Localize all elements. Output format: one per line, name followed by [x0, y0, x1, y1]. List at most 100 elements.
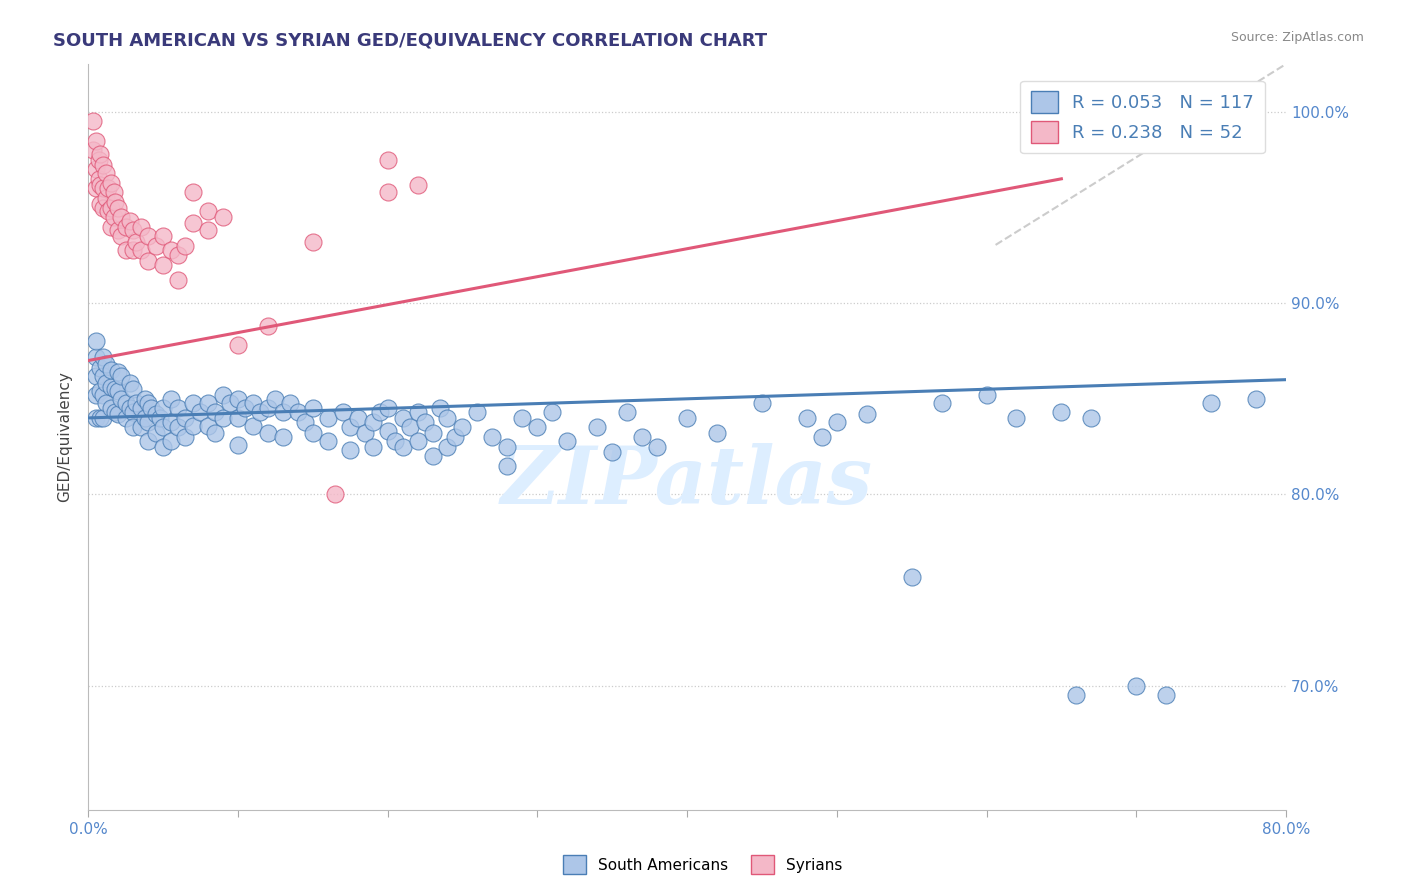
Point	[89, 384, 111, 399]
Point	[429, 401, 451, 416]
Point	[167, 401, 190, 416]
Point	[1125, 679, 1147, 693]
Point	[134, 392, 156, 406]
Point	[256, 426, 278, 441]
Point	[368, 405, 391, 419]
Point	[114, 395, 136, 409]
Point	[294, 415, 316, 429]
Point	[84, 411, 107, 425]
Point	[84, 388, 107, 402]
Point	[181, 395, 204, 409]
Point	[82, 114, 104, 128]
Text: ZIPatlas: ZIPatlas	[501, 443, 873, 521]
Point	[256, 319, 278, 334]
Point	[103, 185, 125, 199]
Point	[391, 440, 413, 454]
Point	[100, 401, 122, 416]
Point	[136, 254, 159, 268]
Point	[104, 405, 127, 419]
Point	[107, 223, 129, 237]
Point	[103, 210, 125, 224]
Point	[181, 185, 204, 199]
Point	[100, 219, 122, 234]
Point	[467, 405, 489, 419]
Point	[87, 153, 110, 167]
Point	[616, 405, 638, 419]
Point	[451, 420, 474, 434]
Point	[122, 405, 145, 419]
Point	[100, 363, 122, 377]
Point	[89, 361, 111, 376]
Point	[159, 392, 181, 406]
Point	[235, 401, 257, 416]
Point	[271, 405, 294, 419]
Point	[323, 487, 346, 501]
Point	[197, 223, 219, 237]
Point	[89, 178, 111, 192]
Point	[94, 395, 117, 409]
Point	[100, 380, 122, 394]
Point	[541, 405, 564, 419]
Point	[91, 181, 114, 195]
Point	[204, 405, 226, 419]
Point	[496, 440, 519, 454]
Point	[97, 204, 120, 219]
Point	[145, 426, 167, 441]
Point	[212, 411, 235, 425]
Point	[107, 384, 129, 399]
Point	[361, 440, 384, 454]
Point	[197, 395, 219, 409]
Point	[129, 420, 152, 434]
Point	[84, 134, 107, 148]
Point	[167, 248, 190, 262]
Point	[226, 338, 249, 352]
Point	[152, 420, 174, 434]
Point	[226, 392, 249, 406]
Point	[84, 334, 107, 349]
Point	[136, 229, 159, 244]
Point	[555, 434, 578, 448]
Point	[100, 201, 122, 215]
Point	[1199, 395, 1222, 409]
Point	[110, 210, 132, 224]
Point	[122, 382, 145, 396]
Point	[107, 365, 129, 379]
Point	[107, 201, 129, 215]
Point	[94, 166, 117, 180]
Point	[212, 388, 235, 402]
Point	[152, 401, 174, 416]
Point	[377, 185, 399, 199]
Point	[1066, 688, 1088, 702]
Point	[197, 204, 219, 219]
Point	[339, 420, 361, 434]
Point	[278, 395, 301, 409]
Point	[436, 411, 458, 425]
Point	[496, 458, 519, 473]
Point	[526, 420, 548, 434]
Point	[346, 411, 368, 425]
Point	[242, 418, 264, 433]
Point	[84, 181, 107, 195]
Point	[84, 368, 107, 383]
Point	[91, 368, 114, 383]
Point	[197, 418, 219, 433]
Point	[136, 415, 159, 429]
Point	[100, 176, 122, 190]
Point	[219, 395, 242, 409]
Point	[377, 425, 399, 439]
Point	[104, 194, 127, 209]
Point	[94, 376, 117, 391]
Point	[149, 411, 172, 425]
Point	[114, 411, 136, 425]
Point	[84, 162, 107, 177]
Point	[94, 191, 117, 205]
Point	[91, 388, 114, 402]
Point	[212, 210, 235, 224]
Point	[89, 411, 111, 425]
Point	[384, 434, 406, 448]
Point	[645, 440, 668, 454]
Point	[114, 219, 136, 234]
Point	[91, 411, 114, 425]
Point	[122, 243, 145, 257]
Point	[976, 388, 998, 402]
